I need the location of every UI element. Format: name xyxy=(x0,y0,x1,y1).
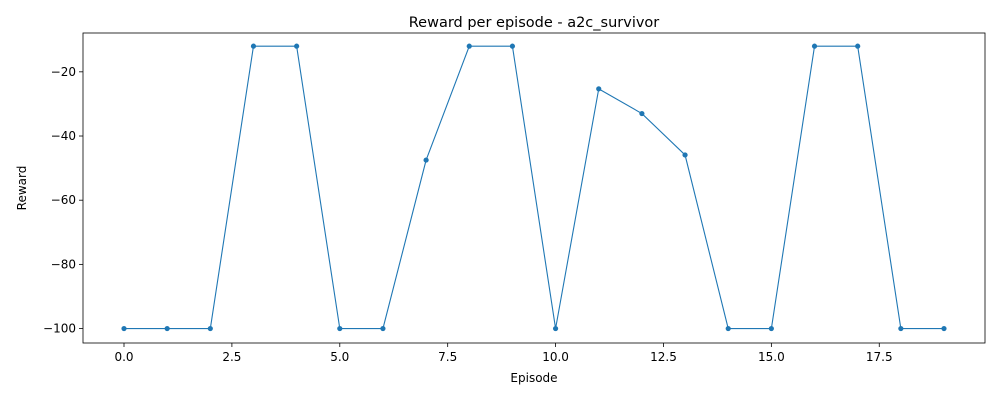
data-point xyxy=(164,325,170,332)
data-point xyxy=(423,157,429,163)
x-tick-label: 17.5 xyxy=(866,350,893,364)
data-point xyxy=(682,152,688,158)
chart-title: Reward per episode - a2c_survivor xyxy=(409,15,660,31)
x-tick-label: 5.0 xyxy=(330,350,349,364)
data-point xyxy=(768,325,774,332)
x-tick-label: 12.5 xyxy=(650,350,677,364)
data-point xyxy=(725,325,731,332)
y-tick-label: −20 xyxy=(51,65,76,79)
data-point xyxy=(121,325,127,332)
data-point xyxy=(380,325,386,332)
x-tick-label: 2.5 xyxy=(222,350,241,364)
reward-series-points xyxy=(121,43,947,332)
data-point xyxy=(855,43,861,49)
y-tick-label: −60 xyxy=(51,193,76,207)
x-axis: 0.0 2.5 5.0 7.5 10.0 12.5 15.0 17.5 xyxy=(114,343,893,364)
data-point xyxy=(250,43,257,49)
data-point xyxy=(207,325,213,332)
y-tick-label: −100 xyxy=(43,322,76,336)
x-tick-label: 0.0 xyxy=(114,350,133,364)
plot-area-frame xyxy=(82,32,986,344)
data-point xyxy=(941,325,947,332)
y-axis: −100 −80 −60 −40 −20 xyxy=(43,65,83,336)
x-tick-label: 15.0 xyxy=(758,350,785,364)
x-axis-title: Episode xyxy=(510,371,557,385)
data-point xyxy=(466,43,472,49)
reward-series-line xyxy=(124,45,944,330)
data-point xyxy=(639,110,645,117)
data-point xyxy=(337,325,343,332)
x-tick-label: 10.0 xyxy=(542,350,569,364)
data-point xyxy=(898,325,904,332)
x-tick-label: 7.5 xyxy=(438,350,457,364)
data-point xyxy=(509,43,516,49)
y-axis-title: Reward xyxy=(15,166,29,211)
y-tick-label: −40 xyxy=(51,129,76,143)
y-tick-label: −80 xyxy=(51,257,76,271)
data-point xyxy=(294,43,300,49)
data-point xyxy=(552,325,559,332)
data-point xyxy=(811,43,818,49)
data-point xyxy=(596,86,602,92)
